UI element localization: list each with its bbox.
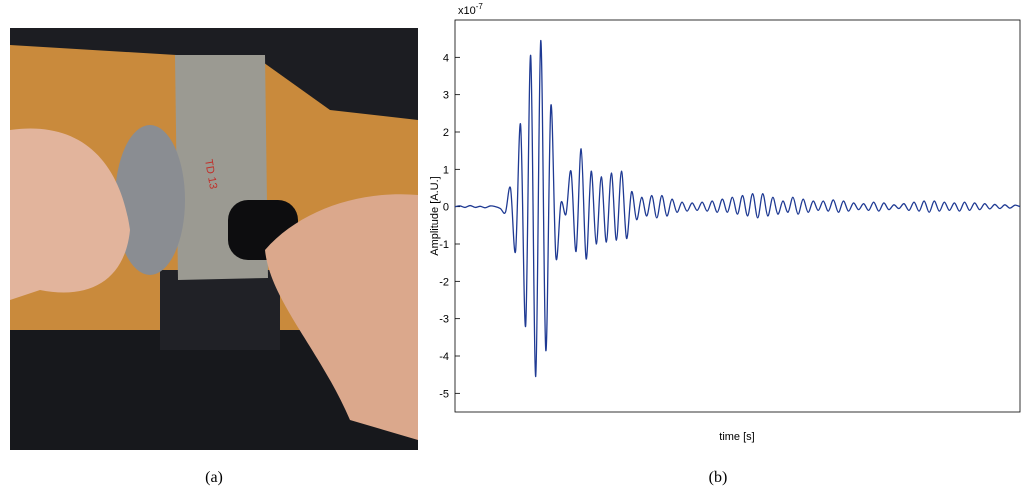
y-tick-label: 2 (443, 127, 449, 139)
block-marking: TD 13 (202, 158, 219, 190)
hand-left (10, 128, 130, 300)
caption: (b) (709, 469, 728, 486)
y-multiplier: x10-7 (458, 2, 483, 17)
x-axis-label: time [s] (719, 431, 754, 443)
plot-frame (454, 19, 1021, 413)
multiplier-base: x10 (458, 5, 476, 17)
y-axis-label: Amplitude [A.U.] (429, 176, 441, 255)
multiplier-exponent: -7 (476, 2, 484, 11)
bracket (160, 270, 280, 350)
y-tick-label: 1 (443, 164, 449, 176)
photo: TD 13 (10, 28, 418, 450)
caption: (a) (205, 469, 223, 486)
y-tick-label: -3 (439, 314, 449, 326)
rail (10, 330, 418, 450)
waveform (454, 39, 1021, 378)
y-tick-label: -2 (439, 276, 449, 288)
hand-right (265, 194, 418, 440)
y-tick-label: -1 (439, 239, 449, 251)
y-tick-label: -4 (439, 351, 449, 363)
y-tick-label: 4 (443, 52, 449, 64)
transducer-left (115, 125, 185, 275)
keyboard (10, 28, 418, 120)
y-tick-label: 3 (443, 90, 449, 102)
y-tick-label: 0 (443, 202, 449, 214)
y-tick-label: -5 (439, 388, 449, 400)
